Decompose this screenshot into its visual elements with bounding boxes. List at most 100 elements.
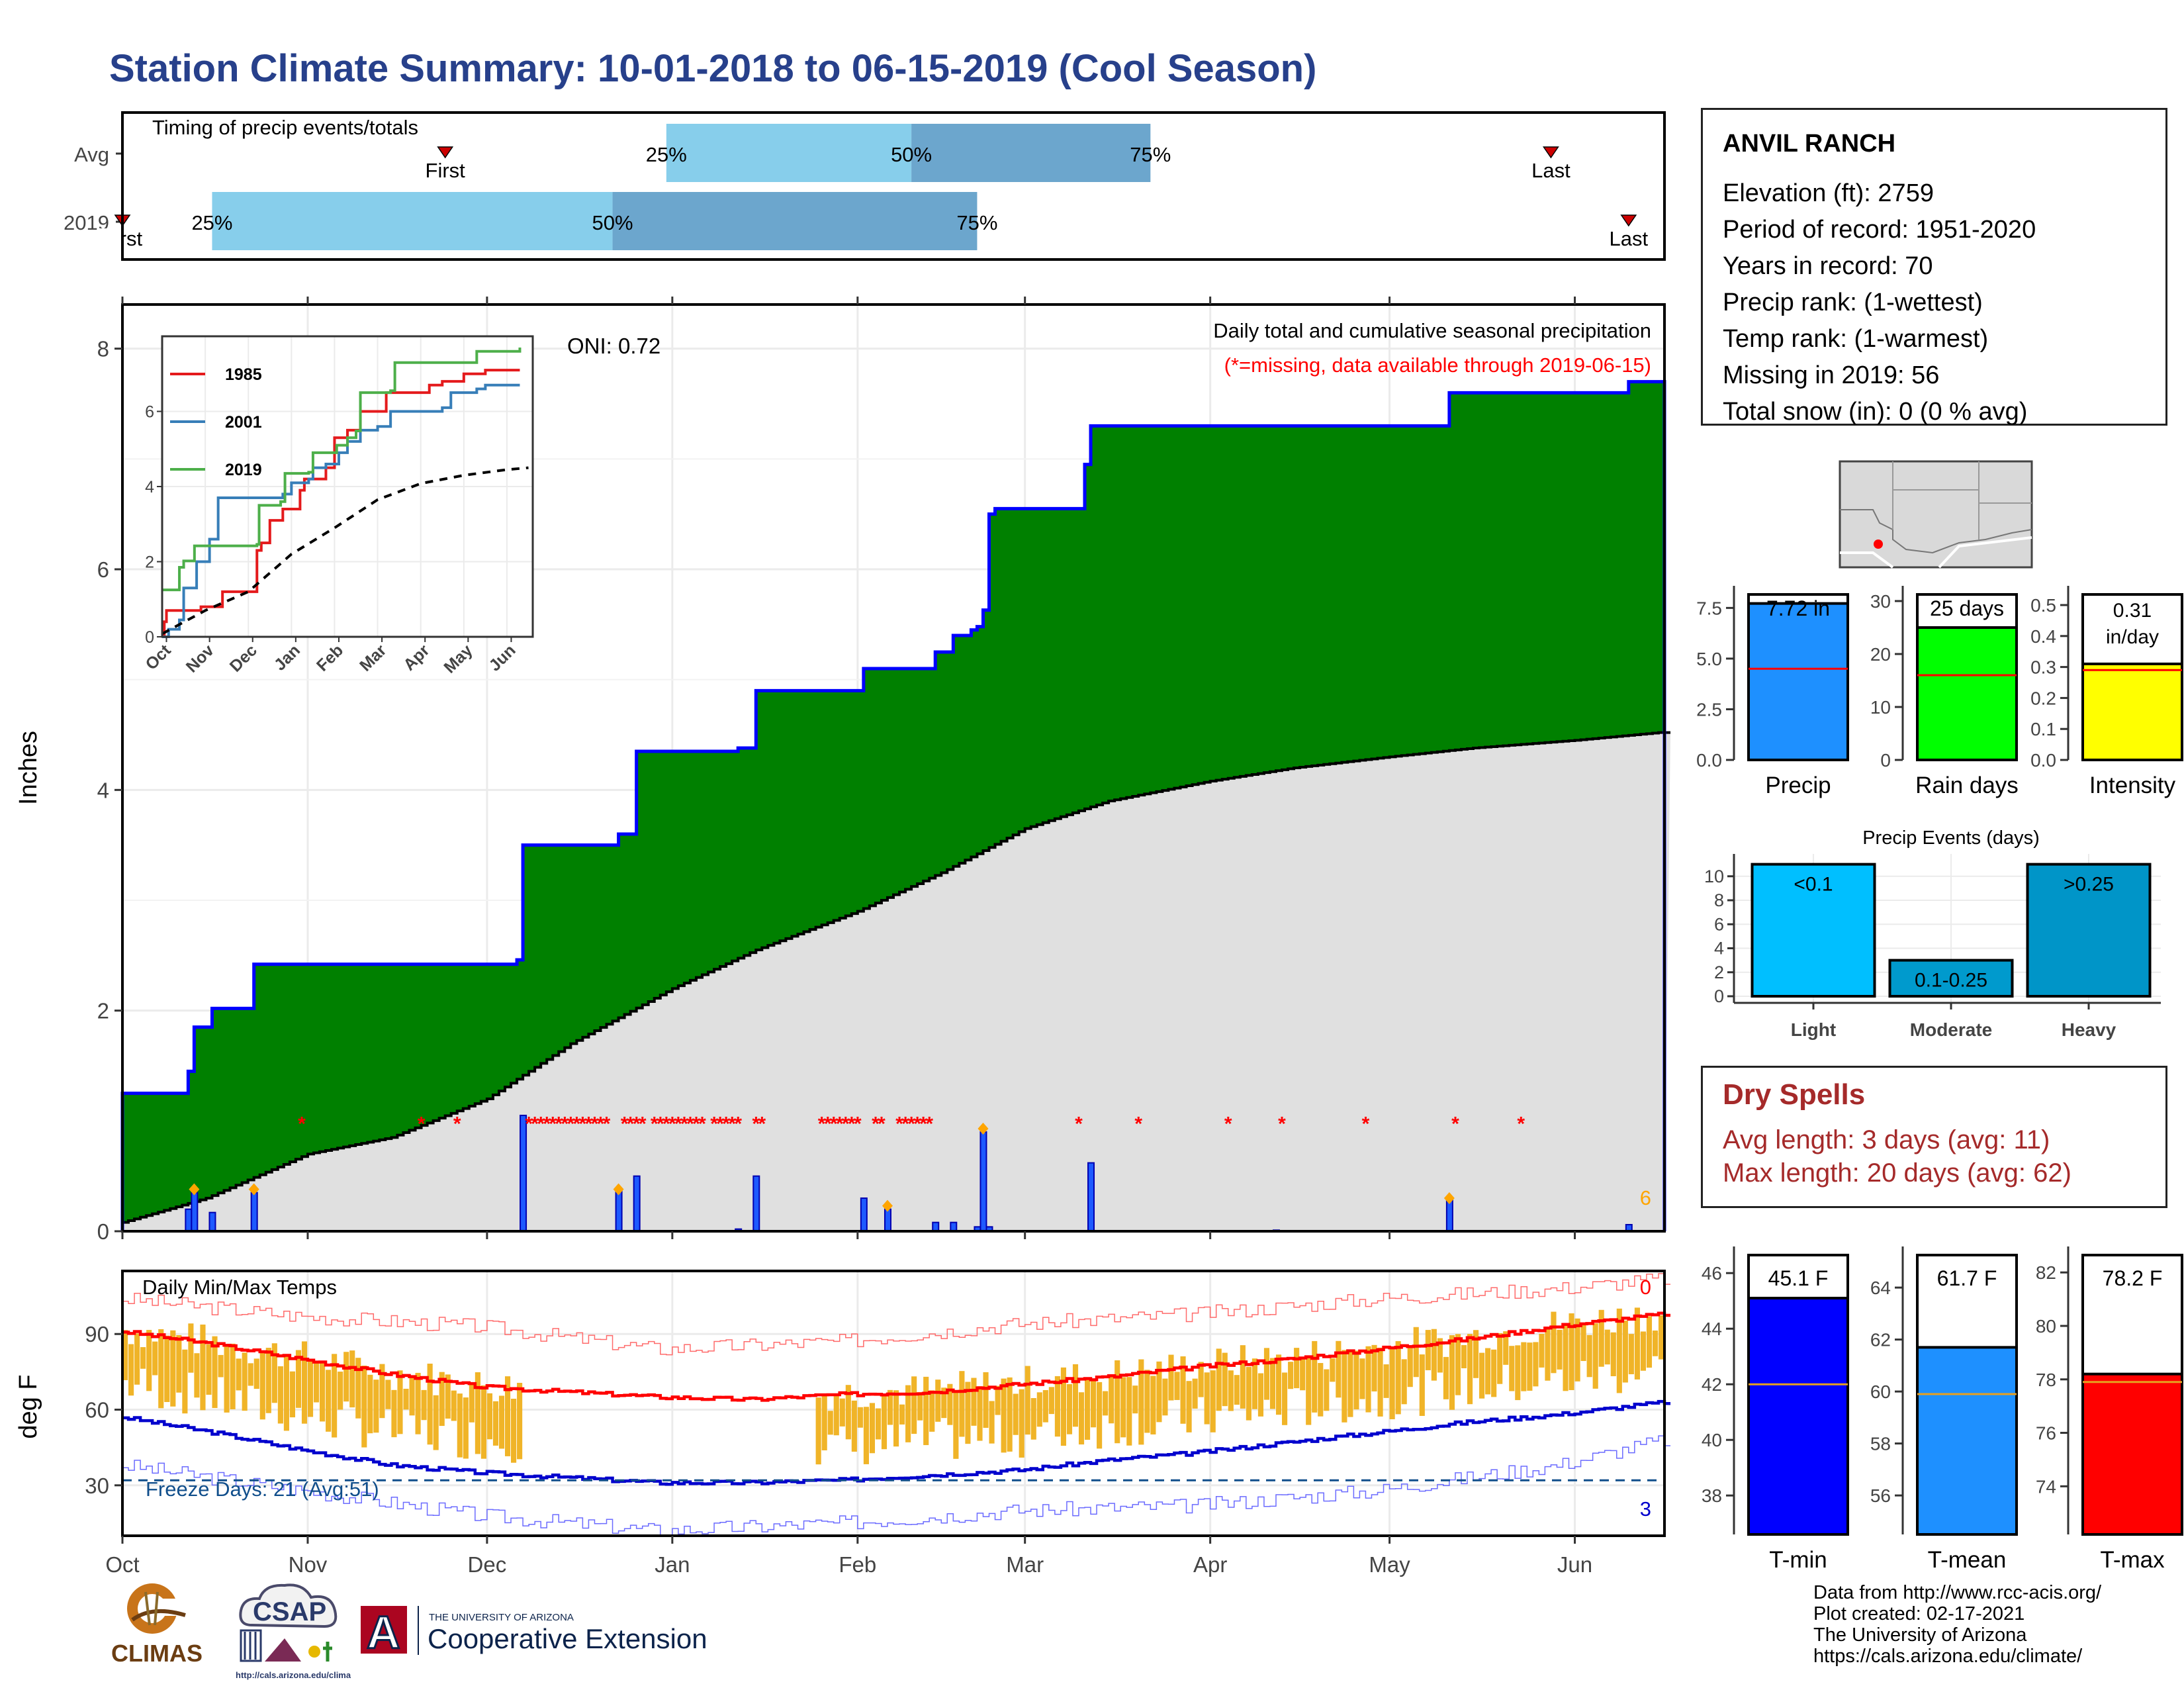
daily-temp-bar (1395, 1341, 1401, 1415)
missing-data-asterisk: * (627, 1113, 635, 1135)
daily-precip-bar (1087, 1162, 1095, 1232)
summary-y-tick-label: 0.5 (2030, 595, 2056, 616)
daily-temp-bar (1473, 1330, 1479, 1378)
daily-temp-bar (1168, 1354, 1174, 1401)
daily-temp-bar (1269, 1358, 1276, 1409)
events-bar-light (1751, 863, 1876, 998)
summary-y-tick-label: 10 (1870, 697, 1891, 718)
summary-y-tick-label: 0.4 (2030, 626, 2056, 647)
missing-data-asterisk: * (901, 1113, 909, 1135)
missing-data-asterisk: * (752, 1113, 760, 1135)
daily-temp-bar (1353, 1350, 1359, 1410)
daily-temp-bar (1240, 1345, 1246, 1409)
missing-data-asterisk: * (603, 1113, 611, 1135)
daily-temp-bar (1509, 1346, 1515, 1391)
missing-data-asterisk: * (674, 1113, 682, 1135)
dry-spells-box: Dry Spells Avg length: 3 days (avg: 11) … (1701, 1066, 2167, 1208)
summary-y-tick-label: 62 (1870, 1330, 1891, 1350)
precip-y-tick-label: 0 (97, 1219, 109, 1244)
missing-data-asterisk: * (543, 1113, 551, 1135)
daily-temp-bar (301, 1341, 308, 1424)
summary-y-tick-label: 80 (2036, 1316, 2056, 1336)
timing-percent-label: 25% (191, 211, 232, 234)
missing-data-asterisk: * (818, 1113, 826, 1135)
summary-y-tick-label: 78 (2036, 1370, 2056, 1390)
daily-temp-bar (1109, 1376, 1115, 1424)
x-axis-month-label: Feb (839, 1552, 876, 1577)
summary-y-tick-label: 2.5 (1696, 699, 1722, 720)
csap-logo: CSAP http://cals.arizona.edu/climate (232, 1579, 359, 1685)
csap-logo-url: http://cals.arizona.edu/climate (236, 1670, 351, 1680)
summary-y-tick-label: 0.0 (2030, 750, 2056, 771)
precip-annotation-missing: (*=missing, data available through 2019-… (1224, 353, 1651, 377)
normal-tmax-line (122, 1311, 1671, 1402)
daily-temp-bar (409, 1376, 415, 1416)
missing-data-asterisk: * (680, 1113, 688, 1135)
daily-temp-bar (1294, 1348, 1300, 1389)
daily-temp-bar (1115, 1360, 1120, 1444)
daily-temp-bar (971, 1378, 977, 1426)
daily-temp-bar (1210, 1370, 1216, 1432)
daily-temp-bar (307, 1360, 314, 1417)
daily-temp-bar (1551, 1311, 1557, 1374)
missing-data-asterisk: * (1075, 1113, 1083, 1135)
missing-data-asterisk: * (621, 1113, 629, 1135)
daily-temp-bar (355, 1358, 361, 1419)
x-axis-month-label: Mar (1006, 1552, 1044, 1577)
inset-legend-label: 2001 (225, 413, 262, 432)
record-low-line (122, 1435, 1671, 1537)
station-elevation: Elevation (ft): 2759 (1723, 179, 1934, 207)
daily-temp-bar (486, 1393, 493, 1440)
missing-data-asterisk: * (1134, 1113, 1142, 1135)
credit-line-url: https://cals.arizona.edu/climate/ (1813, 1646, 2083, 1667)
summary-category-label: Precip (1765, 773, 1831, 798)
daily-temp-bar (905, 1385, 911, 1442)
daily-temp-bar (265, 1348, 271, 1413)
timing-title: Timing of precip events/totals (152, 116, 418, 139)
missing-data-asterisk: * (710, 1113, 718, 1135)
temps-y-axis-label: deg F (15, 1374, 42, 1438)
daily-temp-bar (1592, 1323, 1598, 1389)
summary-value-unit: in/day (2106, 626, 2159, 648)
daily-temp-bar (182, 1349, 188, 1414)
daily-temp-bar (875, 1408, 882, 1440)
daily-temp-bar (1060, 1367, 1066, 1446)
daily-temp-bar (236, 1358, 242, 1391)
daily-temp-bar (1455, 1334, 1461, 1395)
missing-data-asterisk: * (842, 1113, 850, 1135)
missing-data-asterisk: * (836, 1113, 844, 1135)
daily-temp-bar (170, 1330, 176, 1407)
daily-temp-bar (1365, 1346, 1371, 1413)
summary-y-tick-label: 0.0 (1696, 750, 1722, 771)
precip-y-tick-label: 6 (97, 557, 109, 582)
precip-y-tick-label: 8 (97, 337, 109, 361)
missing-data-asterisk: * (919, 1113, 927, 1135)
summary-y-tick-label: 7.5 (1696, 598, 1722, 618)
daily-temp-bar (206, 1344, 212, 1395)
daily-temp-bar (1604, 1329, 1610, 1365)
daily-temp-bar (1527, 1342, 1533, 1391)
daily-temp-bar (851, 1400, 857, 1452)
summary-value-label: 25 days (1930, 596, 2004, 620)
daily-temp-bar (1437, 1338, 1443, 1373)
missing-data-asterisk: * (591, 1113, 599, 1135)
daily-temp-bar (881, 1393, 887, 1450)
credit-line-created: Plot created: 02-17-2021 (1813, 1603, 2025, 1624)
missing-data-asterisk: * (686, 1113, 694, 1135)
timing-percent-label: 50% (891, 143, 932, 166)
daily-temp-bar (1359, 1358, 1365, 1399)
temps-count-top: 0 (1640, 1276, 1651, 1299)
timing-marker-label: Last (1610, 227, 1649, 250)
daily-temp-bar (1521, 1342, 1527, 1391)
missing-data-asterisk: * (830, 1113, 838, 1135)
daily-temp-bar (1336, 1340, 1342, 1398)
daily-temp-bar (1347, 1352, 1353, 1417)
summary-y-tick-label: 5.0 (1696, 649, 1722, 669)
summary-precip-panel: 0.0 2.5 5.0 7.5 7.72 in Precip 0 10 20 30 25 days R… (1696, 586, 2183, 798)
daily-temp-bar (146, 1330, 152, 1391)
daily-temp-bar (947, 1383, 953, 1425)
summary-category-label: T-mean (1928, 1547, 2007, 1573)
missing-data-asterisk: * (728, 1113, 736, 1135)
timing-bar-25-50 (212, 192, 613, 250)
daily-temp-bar (1598, 1309, 1604, 1367)
